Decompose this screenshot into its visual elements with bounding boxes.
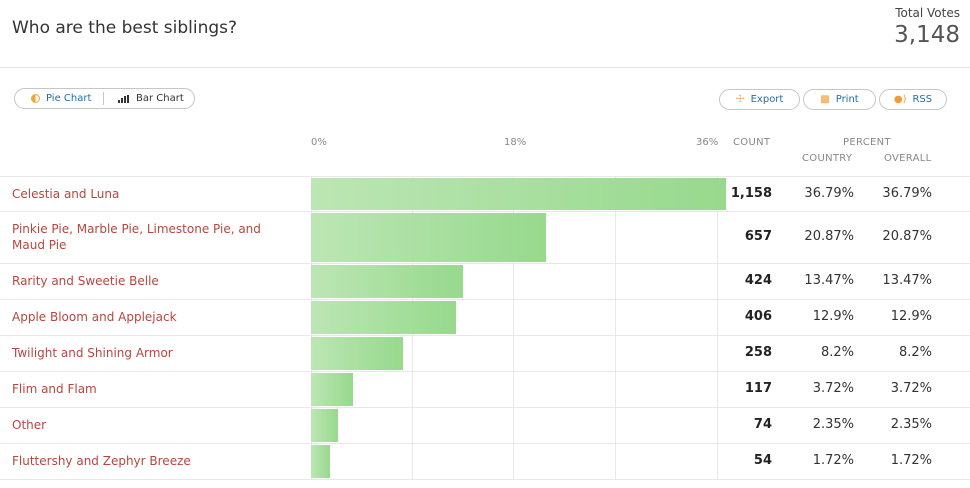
percent-overall-value: 2.35% <box>890 417 932 432</box>
row-divider <box>0 407 970 408</box>
row-divider <box>0 299 970 300</box>
pie-chart-icon <box>31 94 40 103</box>
percent-country-value: 36.79% <box>804 185 854 201</box>
bar[interactable] <box>311 445 331 478</box>
percent-overall-value: 20.87% <box>882 229 932 244</box>
bar[interactable] <box>311 301 457 334</box>
category-label[interactable]: Apple Bloom and Applejack <box>12 310 177 324</box>
percent-country-value: 1.72% <box>812 453 854 468</box>
overall-column-header: OVERALL <box>884 153 932 164</box>
print-icon: ▩ <box>820 94 830 105</box>
row-divider <box>0 479 970 480</box>
gridline <box>717 176 718 479</box>
category-label[interactable]: Flim and Flam <box>12 382 97 396</box>
gridline <box>513 176 514 479</box>
bar-track <box>311 265 717 298</box>
row-divider <box>0 211 970 212</box>
percent-country-value: 13.47% <box>804 273 854 288</box>
count-value: 117 <box>744 381 772 396</box>
row-divider <box>0 335 970 336</box>
total-votes-value: 3,148 <box>894 22 960 48</box>
percent-country-value: 20.87% <box>804 229 854 244</box>
print-label: Print <box>835 94 859 105</box>
bar[interactable] <box>311 213 547 262</box>
count-value: 406 <box>744 309 772 324</box>
country-column-header: COUNTRY <box>802 153 853 164</box>
pie-chart-button[interactable]: Pie Chart <box>15 92 104 105</box>
count-column-header: COUNT <box>733 137 771 148</box>
percent-overall-value: 13.47% <box>882 273 932 288</box>
row-divider <box>0 263 970 264</box>
bar[interactable] <box>311 178 726 210</box>
x-tick-label: 36% <box>696 137 719 148</box>
chart-type-toggle: Pie Chart Bar Chart <box>14 88 195 109</box>
category-label[interactable]: Rarity and Sweetie Belle <box>12 274 159 288</box>
bar[interactable] <box>311 265 463 298</box>
bar-track <box>311 373 717 406</box>
count-value: 657 <box>744 229 772 244</box>
export-label: Export <box>750 94 784 105</box>
category-label[interactable]: Celestia and Luna <box>12 186 120 201</box>
percent-country-value: 3.72% <box>812 381 854 396</box>
row-divider <box>0 443 970 444</box>
category-label[interactable]: Twilight and Shining Armor <box>12 346 173 360</box>
gridline <box>615 176 616 479</box>
bar[interactable] <box>311 337 404 370</box>
row-divider <box>0 176 970 177</box>
percent-overall-value: 8.2% <box>898 345 932 360</box>
percent-overall-value: 3.72% <box>890 381 932 396</box>
bar-chart-icon <box>118 94 130 103</box>
count-value: 54 <box>753 453 772 468</box>
percent-column-header: PERCENT <box>843 137 891 148</box>
count-value: 74 <box>753 417 772 432</box>
percent-overall-value: 12.9% <box>890 309 932 324</box>
bar-chart-label: Bar Chart <box>136 93 184 104</box>
bar-chart-button[interactable]: Bar Chart <box>104 89 184 108</box>
pie-chart-label: Pie Chart <box>46 93 92 104</box>
category-label[interactable]: Other <box>12 418 47 432</box>
count-value: 258 <box>744 345 772 360</box>
bar-track <box>311 213 717 262</box>
x-tick-label: 0% <box>311 137 327 148</box>
count-value: 1,158 <box>730 185 772 201</box>
bar[interactable] <box>311 373 353 406</box>
count-value: 424 <box>744 273 772 288</box>
bar-track <box>311 178 726 210</box>
percent-country-value: 2.35% <box>812 417 854 432</box>
percent-country-value: 8.2% <box>820 345 854 360</box>
export-icon: ☩ <box>735 94 745 105</box>
print-button[interactable]: ▩ Print <box>803 89 876 110</box>
poll-question: Who are the best siblings? <box>12 18 238 38</box>
bar-track <box>311 445 717 478</box>
export-button[interactable]: ☩ Export <box>719 89 800 110</box>
rss-button[interactable]: ●) RSS <box>879 89 947 110</box>
x-tick-label: 18% <box>504 137 527 148</box>
percent-overall-value: 36.79% <box>882 185 932 201</box>
rss-icon: ●) <box>893 94 907 105</box>
rss-label: RSS <box>912 94 933 105</box>
percent-country-value: 12.9% <box>812 309 854 324</box>
row-divider <box>0 371 970 372</box>
poll-header: Who are the best siblings? Total Votes 3… <box>0 0 970 68</box>
bar[interactable] <box>311 409 338 442</box>
percent-overall-value: 1.72% <box>890 453 932 468</box>
total-votes-label: Total Votes <box>895 6 960 20</box>
category-label[interactable]: Fluttershy and Zephyr Breeze <box>12 454 191 468</box>
category-label[interactable]: Pinkie Pie, Marble Pie, Limestone Pie, a… <box>12 222 261 252</box>
bar-track <box>311 409 717 442</box>
bar-track <box>311 301 717 334</box>
bar-track <box>311 337 717 370</box>
